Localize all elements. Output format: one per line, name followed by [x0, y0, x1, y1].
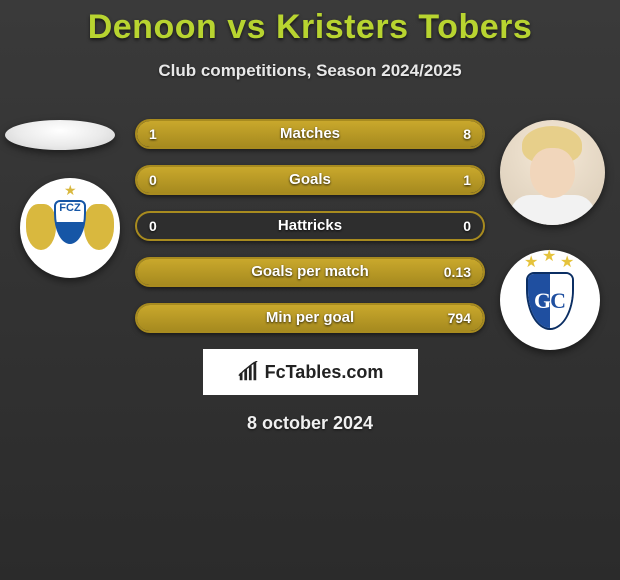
stat-value-right: 1: [463, 167, 471, 193]
club-right-letter-g: G: [534, 288, 551, 314]
club-left-abbrev: FCZ: [20, 202, 120, 214]
star-icon: ★: [542, 246, 556, 266]
stat-label: Goals per match: [137, 259, 483, 285]
player-right-portrait: [500, 120, 605, 225]
stat-value-right: 0.13: [444, 259, 471, 285]
stat-value-right: 794: [448, 305, 471, 331]
face-icon: [530, 148, 575, 198]
stat-row-goals-per-match: Goals per match 0.13: [135, 257, 485, 287]
player-left-portrait: [5, 120, 115, 150]
page-subtitle: Club competitions, Season 2024/2025: [0, 61, 620, 81]
club-right-logo: ★ ★ ★ G C: [500, 250, 600, 350]
star-icon: ★: [560, 252, 574, 272]
shirt-icon: [510, 195, 595, 225]
club-left-logo: ★ FCZ: [20, 178, 120, 278]
club-right-letter-c: C: [550, 288, 566, 314]
shield-icon: G C: [526, 272, 574, 330]
stats-container: 1 Matches 8 0 Goals 1 0 Hattricks 0 Goal…: [135, 119, 485, 333]
page-title: Denoon vs Kristers Tobers: [0, 0, 620, 47]
stat-value-right: 0: [463, 213, 471, 239]
stat-value-right: 8: [463, 121, 471, 147]
stat-row-min-per-goal: Min per goal 794: [135, 303, 485, 333]
stat-row-matches: 1 Matches 8: [135, 119, 485, 149]
source-badge: FcTables.com: [203, 349, 418, 395]
stat-label: Matches: [137, 121, 483, 147]
chart-icon: [237, 361, 259, 383]
star-icon: ★: [64, 182, 77, 199]
star-icon: ★: [524, 252, 538, 272]
source-badge-text: FcTables.com: [265, 362, 384, 383]
stat-row-goals: 0 Goals 1: [135, 165, 485, 195]
stat-label: Min per goal: [137, 305, 483, 331]
stat-label: Hattricks: [137, 213, 483, 239]
stat-label: Goals: [137, 167, 483, 193]
stat-row-hattricks: 0 Hattricks 0: [135, 211, 485, 241]
date-label: 8 october 2024: [0, 413, 620, 434]
